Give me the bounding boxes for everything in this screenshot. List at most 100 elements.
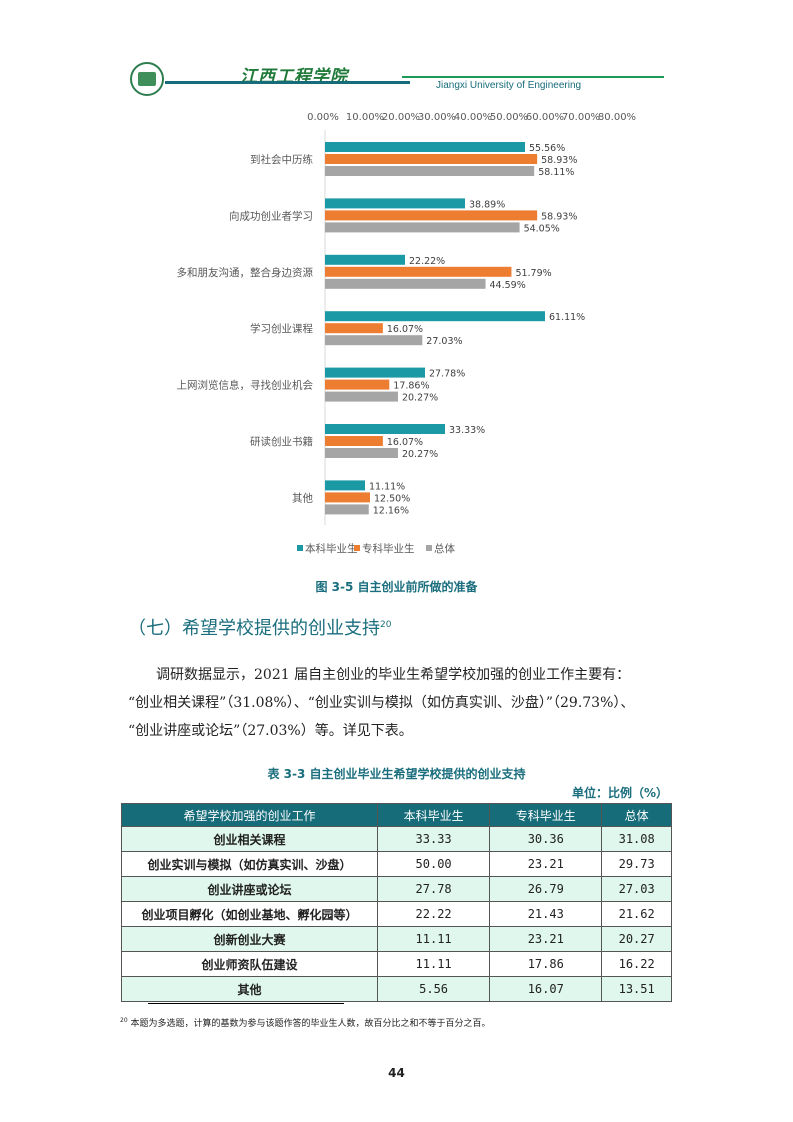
paragraph-line-1: 调研数据显示，2021 届自主创业的毕业生希望学校加强的创业工作主要有： (156, 667, 631, 683)
cell-value: 30.36 (489, 826, 603, 852)
row-label: 创新创业大赛 (121, 926, 378, 952)
col-header: 总体 (601, 803, 672, 827)
bar-1 (325, 210, 538, 221)
row-label: 创业相关课程 (121, 826, 378, 852)
cell-value: 27.78 (376, 876, 491, 902)
bar-1 (325, 492, 370, 503)
data-label: 20.27% (402, 449, 438, 460)
row-label: 创业项目孵化（如创业基地、孵化园等） (121, 901, 378, 927)
category-label: 其他 (292, 491, 313, 504)
x-tick-label: 40.00% (454, 112, 492, 123)
cell-value: 23.21 (489, 926, 603, 952)
category-label: 研读创业书籍 (250, 435, 313, 448)
table-header-row: 希望学校加强的创业工作 本科毕业生 专科毕业生 总体 (121, 803, 672, 827)
legend-label: 总体 (434, 542, 455, 555)
bar-1 (325, 154, 538, 164)
data-label: 58.93% (541, 155, 577, 166)
footnote-number: 20 (120, 1017, 128, 1024)
col-header: 专科毕业生 (489, 803, 603, 827)
cell-value: 29.73 (601, 851, 672, 877)
figure-caption: 图 3-5 自主创业前所做的准备 (315, 580, 478, 594)
table-row: 其他 5.56 16.07 13.51 (121, 976, 672, 1002)
cell-value: 33.33 (376, 826, 491, 852)
footnote: 20 本题为多选题，计算的基数为参与该题作答的毕业生人数，故百分比之和不等于百分… (120, 1016, 491, 1029)
legend-label: 本科毕业生 (305, 542, 358, 555)
page-number: 44 (388, 1066, 405, 1080)
data-label: 61.11% (549, 312, 585, 323)
data-label: 54.05% (524, 223, 560, 234)
cell-value: 50.00 (376, 851, 491, 877)
data-label: 22.22% (409, 256, 445, 267)
table-unit: 单位：比例（%） (571, 786, 668, 800)
data-label: 11.11% (369, 481, 405, 492)
legend-label: 专科毕业生 (362, 542, 415, 555)
data-label: 58.11% (538, 167, 574, 178)
paragraph-line-3: “创业讲座或论坛”（27.03%）等。详见下表。 (128, 723, 413, 739)
x-tick-label: 70.00% (562, 112, 600, 123)
section-heading: （七）希望学校提供的创业支持20 (128, 614, 391, 640)
category-label: 上网浏览信息，寻找创业机会 (177, 379, 314, 392)
support-table: 希望学校加强的创业工作 本科毕业生 专科毕业生 总体 创业相关课程 33.33 30… (121, 803, 672, 1002)
cell-value: 11.11 (376, 926, 491, 952)
data-label: 38.89% (469, 199, 505, 210)
bar-1 (325, 436, 383, 446)
bar-chart: 0.00% 10.00%20.00%30.00%40.00%50.00%60.00… (177, 112, 637, 555)
cell-value: 16.22 (601, 951, 672, 977)
col-header: 希望学校加强的创业工作 (121, 803, 378, 827)
x-tick-label: 20.00% (382, 112, 420, 123)
footnote-separator (148, 1003, 344, 1004)
data-label: 16.07% (387, 324, 423, 335)
footnote-ref: 20 (380, 620, 392, 630)
paragraph-line-2: “创业相关课程”（31.08%）、“创业实训与模拟（如仿真实训、沙盘）”（29.… (128, 695, 635, 711)
data-label: 12.16% (373, 505, 409, 516)
table-row: 创业讲座或论坛 27.78 26.79 27.03 (121, 876, 672, 902)
cell-value: 16.07 (489, 976, 603, 1002)
category-label: 多和朋友沟通，整合身边资源 (177, 266, 314, 279)
table-row: 创业项目孵化（如创业基地、孵化园等） 22.22 21.43 21.62 (121, 901, 672, 927)
cell-value: 23.21 (489, 851, 603, 877)
data-label: 17.86% (393, 381, 429, 392)
cell-value: 26.79 (489, 876, 603, 902)
x-tick-label: 10.00% (346, 112, 384, 123)
bar-0 (325, 480, 365, 491)
cell-value: 21.62 (601, 901, 672, 927)
cell-value: 13.51 (601, 976, 672, 1002)
bar-1 (325, 379, 390, 390)
university-logo (130, 62, 164, 96)
cell-value: 27.03 (601, 876, 672, 902)
cell-value: 21.43 (489, 901, 603, 927)
data-label: 16.07% (387, 437, 423, 448)
bar-2 (325, 448, 398, 458)
footnote-text: 本题为多选题，计算的基数为参与该题作答的毕业生人数，故百分比之和不等于百分之百。 (130, 1019, 491, 1029)
bar-0 (325, 367, 426, 378)
category-label: 学习创业课程 (250, 322, 313, 335)
bar-0 (325, 142, 526, 152)
cell-value: 31.08 (601, 826, 672, 852)
bar-0 (325, 198, 466, 209)
x-tick-label: 0.00% (307, 112, 339, 123)
row-label: 其他 (121, 976, 378, 1002)
data-label: 55.56% (529, 143, 565, 154)
category-label: 到社会中历练 (250, 153, 313, 166)
category-label: 向成功创业者学习 (229, 209, 313, 222)
row-label: 创业讲座或论坛 (121, 876, 378, 902)
bar-0 (325, 254, 405, 265)
bar-2 (325, 166, 535, 176)
row-label: 创业师资队伍建设 (121, 951, 378, 977)
legend-swatch (354, 545, 360, 551)
table-row: 创新创业大赛 11.11 23.21 20.27 (121, 926, 672, 952)
cell-value: 5.56 (376, 976, 491, 1002)
bar-2 (325, 335, 423, 346)
data-label: 51.79% (515, 268, 551, 279)
data-label: 44.59% (490, 280, 526, 291)
table-row: 创业实训与模拟（如仿真实训、沙盘） 50.00 23.21 29.73 (121, 851, 672, 877)
bar-2 (325, 504, 369, 515)
cell-value: 20.27 (601, 926, 672, 952)
data-label: 12.50% (374, 493, 410, 504)
header-rule-right (402, 76, 664, 78)
data-label: 27.03% (426, 336, 462, 347)
data-label: 27.78% (429, 369, 465, 380)
bar-0 (325, 311, 545, 322)
data-label: 58.93% (541, 211, 577, 222)
x-tick-label: 60.00% (526, 112, 564, 123)
